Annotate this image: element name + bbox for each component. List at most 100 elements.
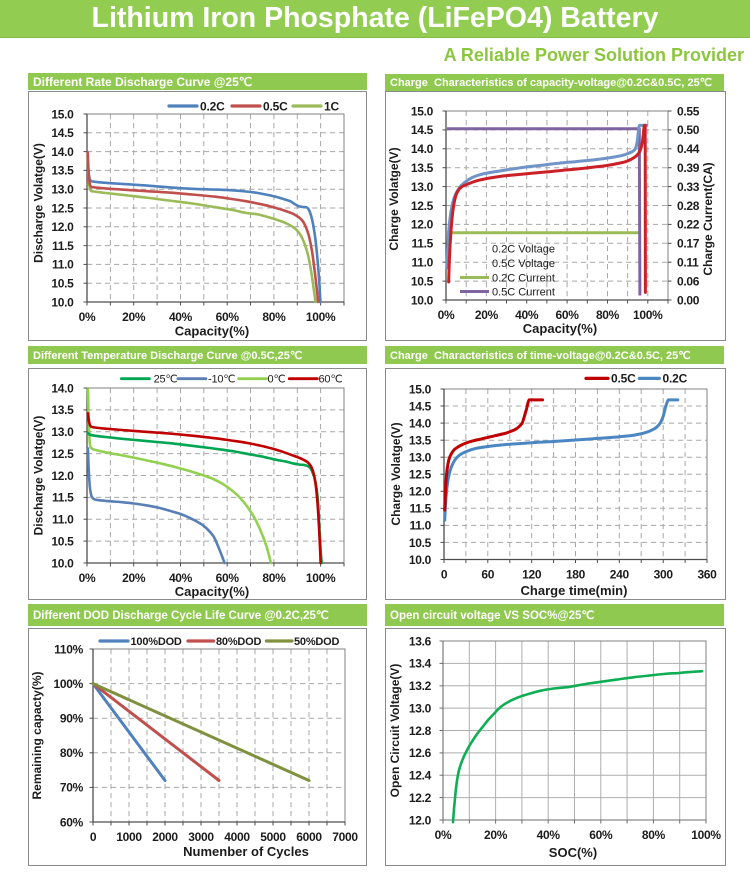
svg-text:14.0: 14.0 <box>51 145 74 159</box>
svg-text:100%: 100% <box>306 310 336 324</box>
svg-text:12.5: 12.5 <box>51 447 74 461</box>
svg-text:0.5C: 0.5C <box>611 372 636 386</box>
svg-text:Charge time(min): Charge time(min) <box>521 583 628 598</box>
svg-text:100%: 100% <box>633 308 663 322</box>
svg-text:14.0: 14.0 <box>51 381 74 395</box>
svg-text:11.5: 11.5 <box>52 491 74 505</box>
svg-text:11.5: 11.5 <box>412 237 434 251</box>
svg-text:20%: 20% <box>475 308 499 322</box>
svg-text:Charge Volatge(V): Charge Volatge(V) <box>387 147 401 250</box>
svg-text:13.6: 13.6 <box>409 634 432 648</box>
svg-text:60: 60 <box>481 568 494 582</box>
svg-text:Numenber of Cycles: Numenber of Cycles <box>183 844 309 859</box>
svg-text:13.0: 13.0 <box>409 701 432 715</box>
svg-text:6000: 6000 <box>296 830 322 844</box>
svg-text:0.22: 0.22 <box>677 218 700 232</box>
svg-text:0℃: 0℃ <box>268 374 286 386</box>
svg-text:0.2C Voltage: 0.2C Voltage <box>492 244 555 256</box>
svg-text:10.0: 10.0 <box>51 556 74 570</box>
svg-text:110%: 110% <box>54 642 83 656</box>
svg-text:13.5: 13.5 <box>409 434 432 448</box>
svg-text:11.0: 11.0 <box>410 519 432 533</box>
svg-text:-10℃: -10℃ <box>208 374 235 386</box>
svg-text:12.8: 12.8 <box>409 724 432 738</box>
svg-text:Discharge Volatge(V): Discharge Volatge(V) <box>32 143 46 263</box>
svg-text:12.6: 12.6 <box>409 746 432 760</box>
svg-text:10.0: 10.0 <box>409 553 432 567</box>
svg-text:0.17: 0.17 <box>677 237 700 251</box>
svg-text:11.0: 11.0 <box>412 256 434 270</box>
svg-text:0.39: 0.39 <box>677 161 700 175</box>
svg-text:40%: 40% <box>515 308 539 322</box>
svg-text:Charge Volatge(V): Charge Volatge(V) <box>389 422 403 525</box>
svg-text:120: 120 <box>522 568 542 582</box>
svg-text:300: 300 <box>654 568 674 582</box>
svg-text:10.0: 10.0 <box>411 293 434 307</box>
svg-text:20%: 20% <box>122 310 146 324</box>
svg-text:60%: 60% <box>60 815 84 829</box>
svg-text:20%: 20% <box>484 828 508 842</box>
svg-text:Charge Current(CA): Charge Current(CA) <box>701 162 715 275</box>
svg-text:0.06: 0.06 <box>677 274 700 288</box>
svg-text:60%: 60% <box>589 828 613 842</box>
svg-text:0%: 0% <box>438 308 455 322</box>
svg-text:10.5: 10.5 <box>51 277 74 291</box>
svg-text:0%: 0% <box>435 828 452 842</box>
svg-text:15.0: 15.0 <box>51 107 74 121</box>
svg-text:0.2C Current: 0.2C Current <box>492 273 555 285</box>
svg-text:10.5: 10.5 <box>411 274 434 288</box>
svg-text:12.2: 12.2 <box>409 791 432 805</box>
svg-text:0.11: 0.11 <box>677 256 699 270</box>
svg-text:14.0: 14.0 <box>409 416 432 430</box>
svg-text:15.0: 15.0 <box>409 382 432 396</box>
svg-text:360: 360 <box>697 568 717 582</box>
svg-text:11.5: 11.5 <box>410 502 432 516</box>
svg-text:1C: 1C <box>324 99 339 113</box>
svg-text:80%: 80% <box>642 828 666 842</box>
svg-text:25℃: 25℃ <box>154 374 178 386</box>
svg-text:15.0: 15.0 <box>411 104 434 118</box>
svg-text:20%: 20% <box>122 571 146 585</box>
svg-text:13.4: 13.4 <box>409 657 432 671</box>
svg-text:60℃: 60℃ <box>319 374 343 386</box>
svg-text:0: 0 <box>90 830 97 844</box>
svg-text:11.5: 11.5 <box>52 239 74 253</box>
svg-text:40%: 40% <box>169 310 193 324</box>
svg-text:0.50: 0.50 <box>677 123 700 137</box>
svg-text:50%DOD: 50%DOD <box>294 636 340 648</box>
svg-text:180: 180 <box>566 568 586 582</box>
svg-text:0.5C Current: 0.5C Current <box>492 287 555 299</box>
svg-text:14.5: 14.5 <box>411 123 434 137</box>
svg-text:13.0: 13.0 <box>411 180 434 194</box>
svg-text:40%: 40% <box>537 828 561 842</box>
svg-text:40%: 40% <box>169 571 193 585</box>
svg-text:14.5: 14.5 <box>409 399 432 413</box>
svg-text:12.4: 12.4 <box>409 769 432 783</box>
svg-text:4000: 4000 <box>224 830 250 844</box>
svg-text:0.00: 0.00 <box>677 293 700 307</box>
svg-text:0.5C Voltage: 0.5C Voltage <box>492 258 555 270</box>
svg-text:12.5: 12.5 <box>409 468 432 482</box>
svg-text:14.0: 14.0 <box>411 142 434 156</box>
svg-text:Discharge Volatge(V): Discharge Volatge(V) <box>32 416 46 536</box>
svg-text:Capacity(%): Capacity(%) <box>175 584 249 599</box>
svg-text:0: 0 <box>441 568 448 582</box>
svg-text:0.55: 0.55 <box>677 104 700 118</box>
svg-text:Remaining capacty(%): Remaining capacty(%) <box>30 671 44 799</box>
svg-text:70%: 70% <box>60 781 84 795</box>
svg-text:60%: 60% <box>216 571 240 585</box>
svg-text:7000: 7000 <box>332 830 358 844</box>
svg-text:13.0: 13.0 <box>51 425 74 439</box>
svg-text:Capacity(%): Capacity(%) <box>523 321 597 336</box>
svg-text:0.44: 0.44 <box>677 142 700 156</box>
svg-text:13.5: 13.5 <box>51 403 74 417</box>
svg-text:80%: 80% <box>262 310 286 324</box>
svg-text:80%: 80% <box>596 308 620 322</box>
svg-text:80%: 80% <box>60 746 84 760</box>
svg-text:12.5: 12.5 <box>411 199 434 213</box>
svg-text:90%: 90% <box>60 712 84 726</box>
svg-text:13.2: 13.2 <box>409 679 432 693</box>
svg-text:100%DOD: 100%DOD <box>131 636 182 648</box>
svg-text:12.0: 12.0 <box>51 469 74 483</box>
svg-text:12.0: 12.0 <box>51 220 74 234</box>
